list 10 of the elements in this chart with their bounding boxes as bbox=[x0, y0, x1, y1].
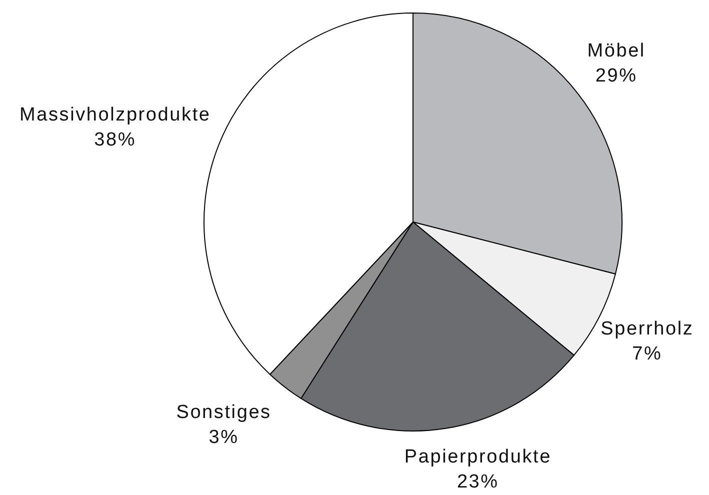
data-label: 3% bbox=[208, 427, 239, 448]
data-label: 7% bbox=[632, 344, 662, 365]
data-label: 23% bbox=[456, 471, 499, 492]
data-label: 38% bbox=[94, 130, 136, 151]
slice-label: Massivholzprodukte bbox=[19, 104, 211, 126]
slice-label: Möbel bbox=[587, 40, 646, 62]
slice-label: Sonstiges bbox=[176, 402, 272, 424]
data-label: 29% bbox=[595, 66, 638, 87]
slice-label: Papierprodukte bbox=[404, 446, 552, 468]
slice-label: Sperrholz bbox=[600, 318, 694, 340]
